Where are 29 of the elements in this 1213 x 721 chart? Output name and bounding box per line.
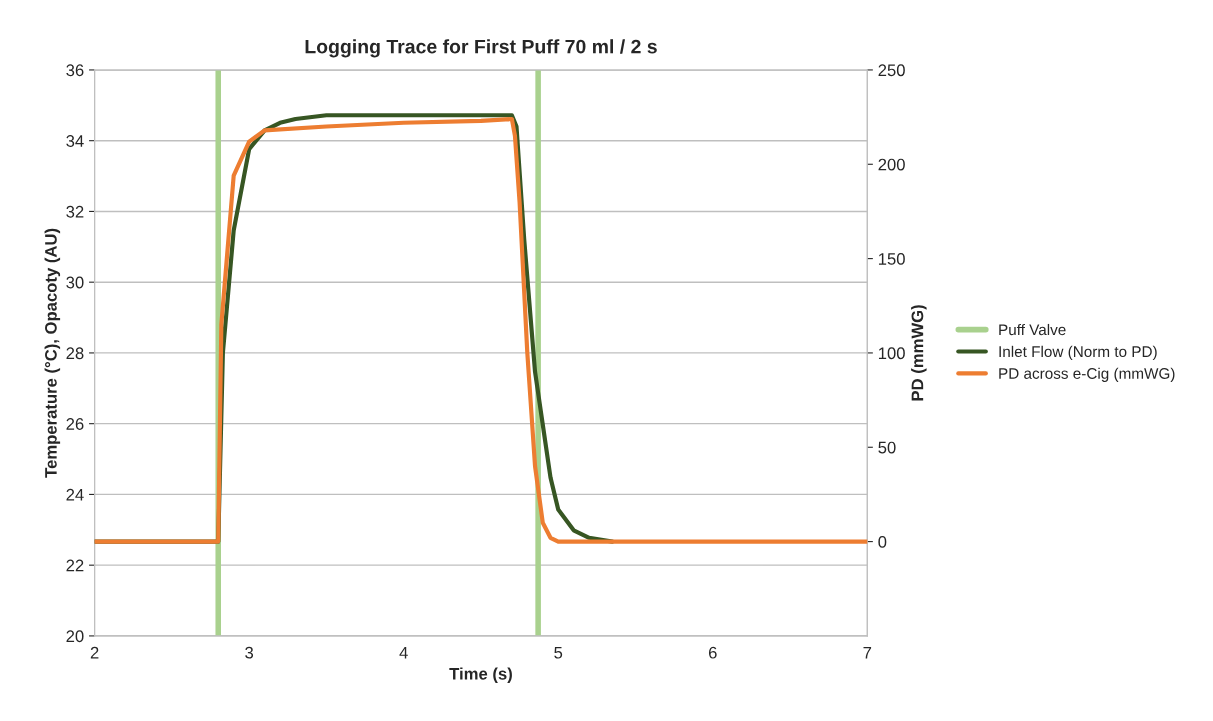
y-axis-title: Temperature (°C), Opacoty (AU) <box>44 228 61 478</box>
x-tick-label: 3 <box>245 646 254 659</box>
y2-tick-label: 200 <box>878 158 905 171</box>
x-tick-label: 7 <box>863 646 872 659</box>
legend-label: Puff Valve <box>999 323 1066 336</box>
y2-tick-label: 250 <box>878 64 905 77</box>
y-tick-label: 26 <box>66 418 84 430</box>
y-tick-label: 22 <box>66 559 84 572</box>
line-series <box>94 116 868 544</box>
y2-tick-label: 50 <box>878 441 896 454</box>
y-tick-label: 36 <box>66 64 84 77</box>
x-tick-label: 6 <box>708 646 717 659</box>
x-tick-label: 2 <box>90 646 99 659</box>
y-tick-label: 28 <box>66 347 84 360</box>
x-axis-title: Time (s) <box>449 667 512 683</box>
y2-axis-title: PD (mmWG) <box>911 305 927 401</box>
x-tick-label: 5 <box>554 646 563 659</box>
y2-tick-label: 150 <box>878 253 905 265</box>
chart-title: Logging Trace for First Puff 70 ml / 2 s <box>305 39 657 58</box>
y-tick-label: 20 <box>66 630 84 643</box>
legend-label: PD across e-Cig (mmWG) <box>999 367 1175 382</box>
y2-tick-label: 100 <box>878 347 905 360</box>
x-tick-label: 4 <box>399 646 408 659</box>
y-tick-label: 30 <box>66 276 84 289</box>
y2-tick-label: 0 <box>878 535 887 548</box>
y-tick-label: 34 <box>66 135 84 147</box>
y-tick-label: 32 <box>66 205 84 218</box>
y-tick-label: 24 <box>66 488 84 501</box>
legend-label: Inlet Flow (Norm to PD) <box>999 345 1157 361</box>
